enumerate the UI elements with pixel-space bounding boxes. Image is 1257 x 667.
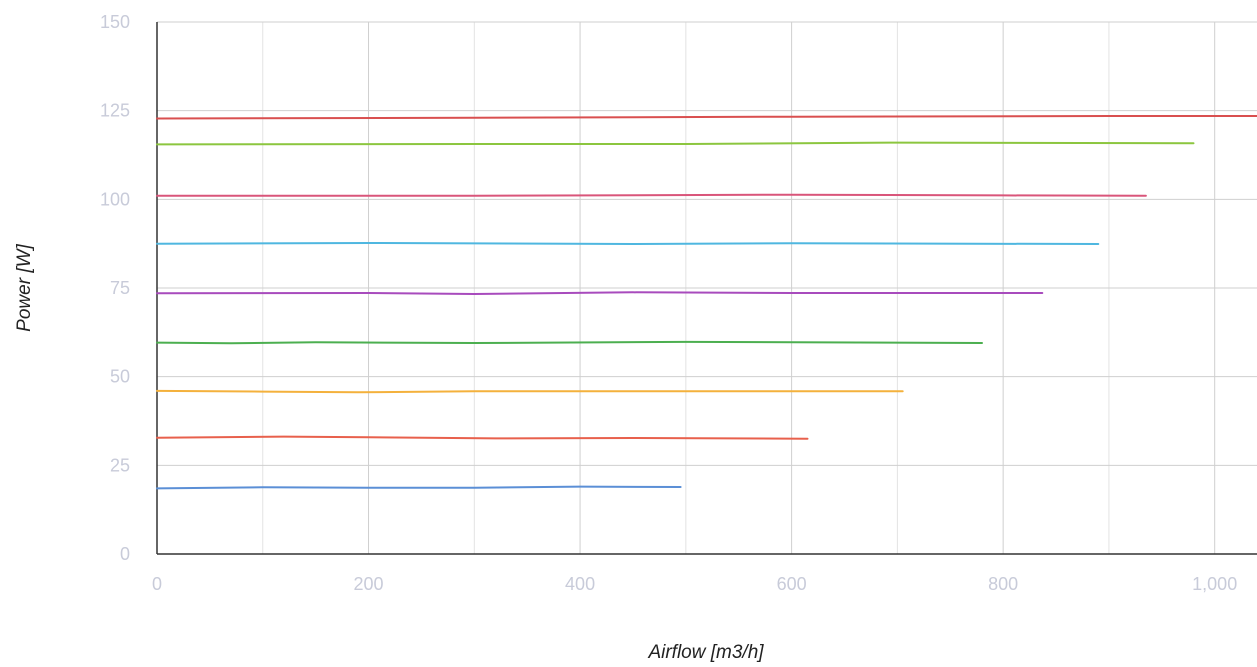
y-tick-labels: 0 25 50 75 100 125 150 <box>100 12 130 564</box>
series-line <box>156 435 809 440</box>
y-tick-label: 100 <box>100 189 130 209</box>
y-tick-label: 50 <box>110 367 130 387</box>
x-axis-title: Airflow [m3/h] <box>647 642 764 663</box>
y-axis-title: Power [W] <box>14 243 35 331</box>
series-line <box>156 242 1100 245</box>
x-tick-label: 1,000 <box>1192 574 1237 594</box>
x-tick-label: 200 <box>354 574 384 594</box>
x-tick-labels: 0 200 400 600 800 1,000 <box>152 574 1237 594</box>
series-line <box>156 389 904 394</box>
y-gridlines <box>157 21 1257 466</box>
y-tick-label: 150 <box>100 12 130 32</box>
y-tick-label: 75 <box>110 278 130 298</box>
series-lines <box>156 115 1257 490</box>
y-tick-label: 0 <box>120 544 130 564</box>
series-line <box>156 291 1044 295</box>
series-line <box>156 485 682 490</box>
series-line <box>156 193 1147 197</box>
y-tick-label: 25 <box>110 455 130 475</box>
x-tick-label: 800 <box>988 574 1018 594</box>
series-line <box>156 141 1195 146</box>
x-tick-label: 600 <box>777 574 807 594</box>
y-tick-label: 125 <box>100 101 130 121</box>
x-tick-label: 400 <box>565 574 595 594</box>
axes <box>156 22 1257 555</box>
series-line <box>156 115 1257 120</box>
x-tick-label: 0 <box>152 574 162 594</box>
series-line <box>156 340 983 345</box>
